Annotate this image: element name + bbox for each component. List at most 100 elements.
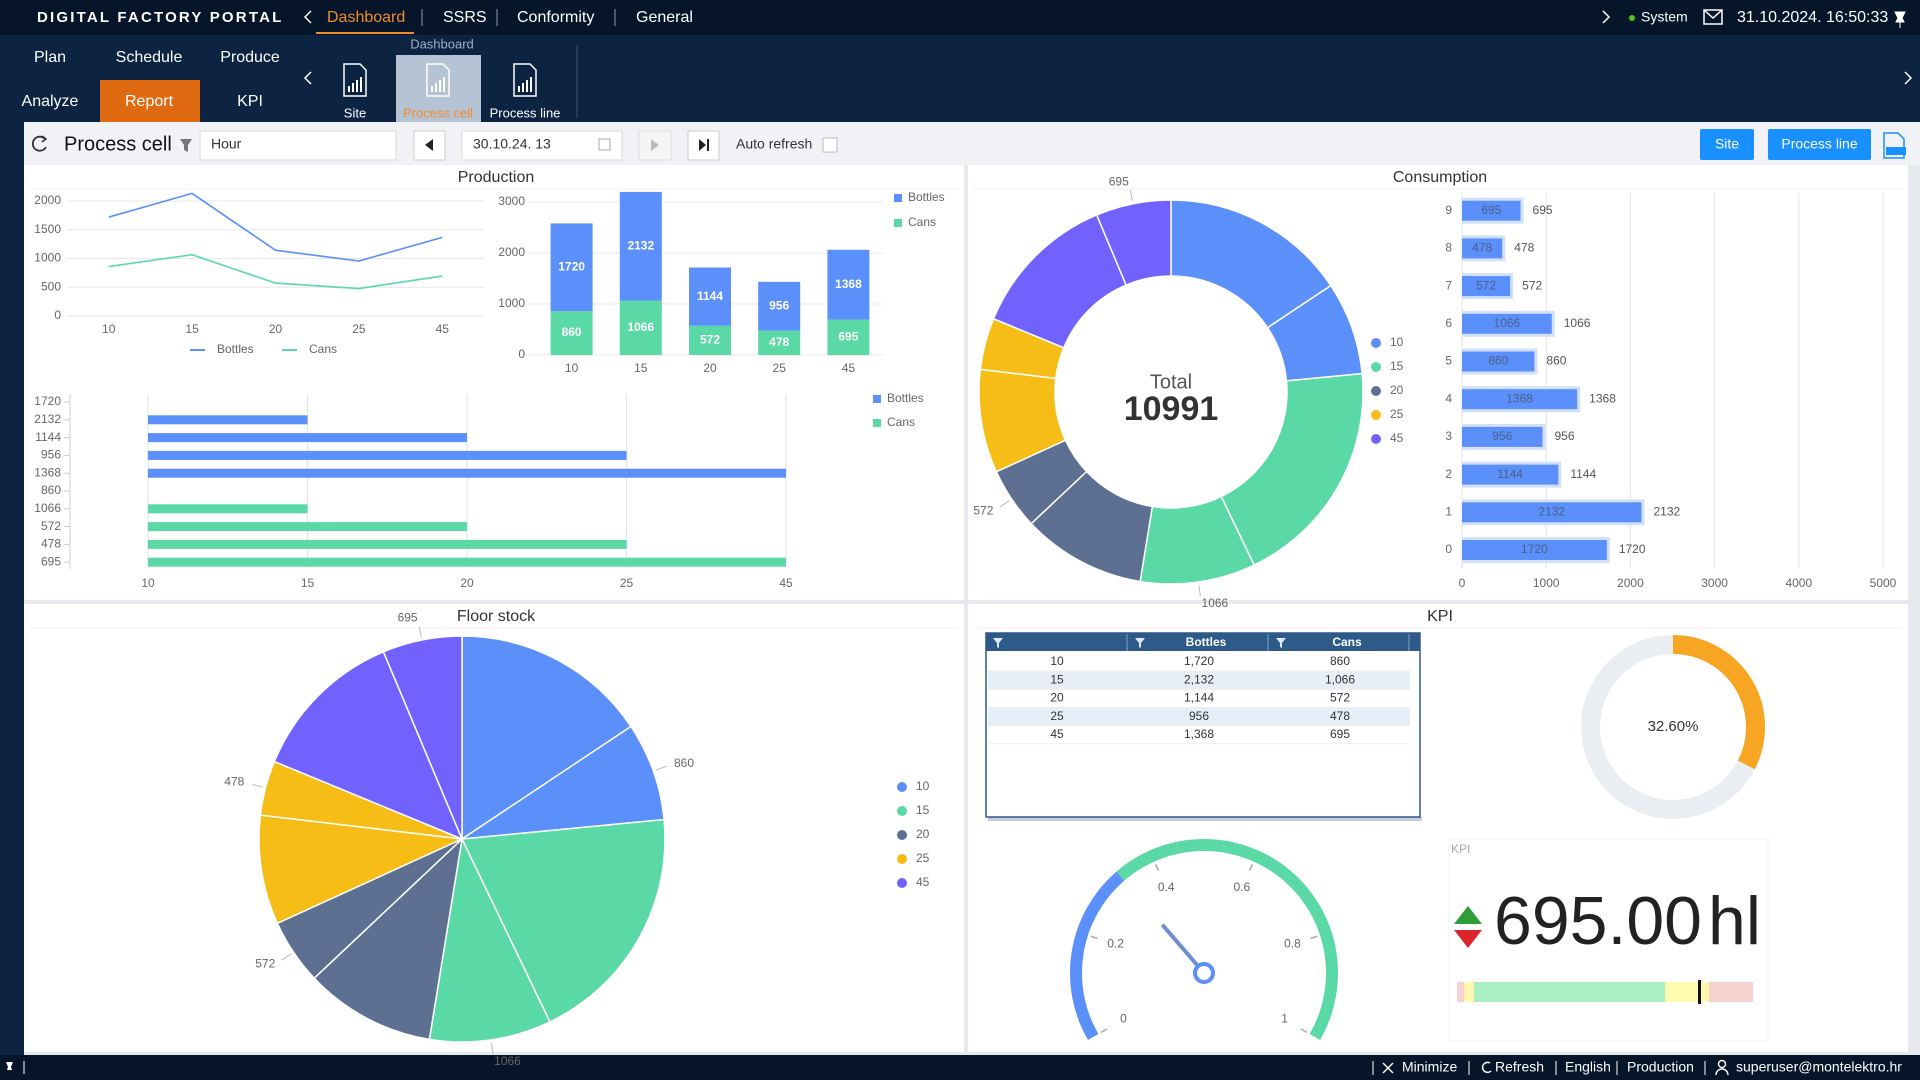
- bar-inner-label: 2132: [1538, 504, 1565, 518]
- bar: [148, 415, 308, 425]
- subnav-item[interactable]: Process cell: [403, 105, 473, 120]
- panel-title: Production: [458, 169, 535, 186]
- bullet-band: [1700, 982, 1709, 1002]
- legend-label: 20: [916, 827, 930, 841]
- ring-progress: [1672, 635, 1765, 770]
- footer-item[interactable]: superuser@montelektro.hr: [1736, 1059, 1902, 1075]
- pie-slice: [313, 836, 464, 1041]
- bar: [148, 450, 627, 460]
- y-tick-label: 695: [41, 554, 61, 568]
- bar: [148, 539, 627, 549]
- menu-item[interactable]: Analyze: [22, 93, 79, 110]
- date-input: [461, 130, 623, 161]
- last-icon-bar: [707, 139, 709, 151]
- x-tick-label: 4000: [1785, 576, 1812, 590]
- gauge-tick: [1248, 863, 1254, 871]
- y-tick-label: 9: [1445, 203, 1452, 217]
- menu-item[interactable]: KPI: [237, 93, 263, 110]
- bar: [148, 468, 786, 478]
- y-tick-label: 2132: [34, 412, 61, 426]
- toolbar-button-label[interactable]: Site: [1715, 136, 1739, 152]
- menu-item[interactable]: Produce: [220, 49, 280, 66]
- legend-label: 15: [916, 803, 930, 817]
- footer-item[interactable]: Production: [1627, 1059, 1694, 1075]
- bullet-band: [1457, 982, 1464, 1002]
- y-tick-label: 3: [1445, 429, 1452, 443]
- menu-item[interactable]: Schedule: [116, 49, 183, 66]
- status: System: [1641, 9, 1688, 25]
- y-tick-label: 1368: [34, 465, 61, 479]
- toolbar-button-label[interactable]: Process line: [1781, 136, 1857, 152]
- line-series: [108, 192, 443, 262]
- legend-swatch: [1371, 338, 1381, 348]
- y-tick-label: 7: [1445, 278, 1452, 292]
- date-value[interactable]: 30.10.24. 13: [473, 136, 551, 152]
- toolbar-button: [1700, 129, 1754, 160]
- y-tick-label: 1000: [498, 296, 525, 310]
- doc-icon: [513, 63, 537, 97]
- legend-swatch: [1371, 434, 1381, 444]
- legend-label: Bottles: [217, 342, 254, 356]
- pie-slice: [273, 650, 464, 841]
- y-tick-label: 1066: [34, 501, 61, 515]
- nav-tab[interactable]: SSRS: [443, 9, 487, 26]
- nav-tab[interactable]: General: [636, 9, 693, 26]
- filter-icon: [180, 139, 192, 152]
- x-tick-label: 20: [269, 322, 283, 336]
- gauge-track: [1116, 839, 1338, 1040]
- legend-label: 25: [1390, 407, 1404, 421]
- bar-inner-label: 1144: [1497, 467, 1523, 481]
- bullet-band: [1665, 982, 1698, 1002]
- subnav-item[interactable]: Process line: [490, 105, 561, 120]
- footer-item[interactable]: Minimize: [1402, 1059, 1457, 1075]
- column-header: Bottles: [1186, 635, 1227, 649]
- x-tick-label: 45: [842, 361, 856, 375]
- slice-label: 478: [224, 774, 244, 788]
- table-row-stripe: [988, 671, 1410, 690]
- legend-label: 20: [1390, 383, 1404, 397]
- label-connector: [1129, 189, 1134, 201]
- bar-outer-label: 1066: [1564, 316, 1591, 330]
- legend-swatch: [894, 219, 902, 227]
- footer-item[interactable]: Refresh: [1495, 1059, 1544, 1075]
- chevron-right: [1602, 10, 1611, 24]
- y-tick-label: 1000: [34, 251, 61, 265]
- bar: [148, 557, 786, 567]
- bar: [1462, 426, 1543, 447]
- nav-bar: [0, 35, 1920, 122]
- x-tick-label: 10: [141, 576, 155, 590]
- y-tick-label: 4: [1445, 391, 1452, 405]
- donut-total-label: Total: [1150, 371, 1192, 393]
- bar: [148, 504, 308, 514]
- nav-tab[interactable]: Dashboard: [327, 9, 405, 26]
- menu-item[interactable]: Report: [125, 93, 174, 110]
- y-tick-label: 6: [1445, 316, 1452, 330]
- x-tick-label: 3000: [1701, 576, 1728, 590]
- nav-tab[interactable]: Conformity: [517, 9, 594, 26]
- bar-inner-label: 956: [1492, 429, 1512, 443]
- table-cell: 1,144: [1184, 691, 1214, 705]
- bar-value-label: 2132: [627, 238, 654, 252]
- menu-item[interactable]: Plan: [34, 49, 66, 66]
- bar-outer-label: 478: [1514, 241, 1534, 255]
- legend-label: 45: [916, 875, 930, 889]
- footer-item[interactable]: English: [1565, 1059, 1611, 1075]
- gauge-tick-label: 0: [1120, 1012, 1127, 1026]
- gauge-tick: [1154, 863, 1160, 871]
- legend-swatch: [873, 395, 881, 403]
- footer-bar: [0, 1055, 1920, 1080]
- user-icon-head: [1717, 1059, 1727, 1069]
- label-connector: [418, 626, 422, 638]
- slice-label: 695: [1109, 174, 1129, 188]
- column-header: Cans: [1332, 635, 1362, 649]
- bar-outer-label: 2132: [1654, 504, 1681, 518]
- pie-slice: [258, 814, 465, 925]
- label-connector: [999, 500, 1010, 508]
- interval-value[interactable]: Hour: [211, 136, 242, 152]
- bar-value-label: 1720: [558, 259, 585, 273]
- table-cell: 45: [1050, 727, 1064, 741]
- bullet-band: [1464, 982, 1474, 1002]
- subnav-item[interactable]: Site: [344, 105, 366, 120]
- bar-inner-label: 695: [1481, 203, 1501, 217]
